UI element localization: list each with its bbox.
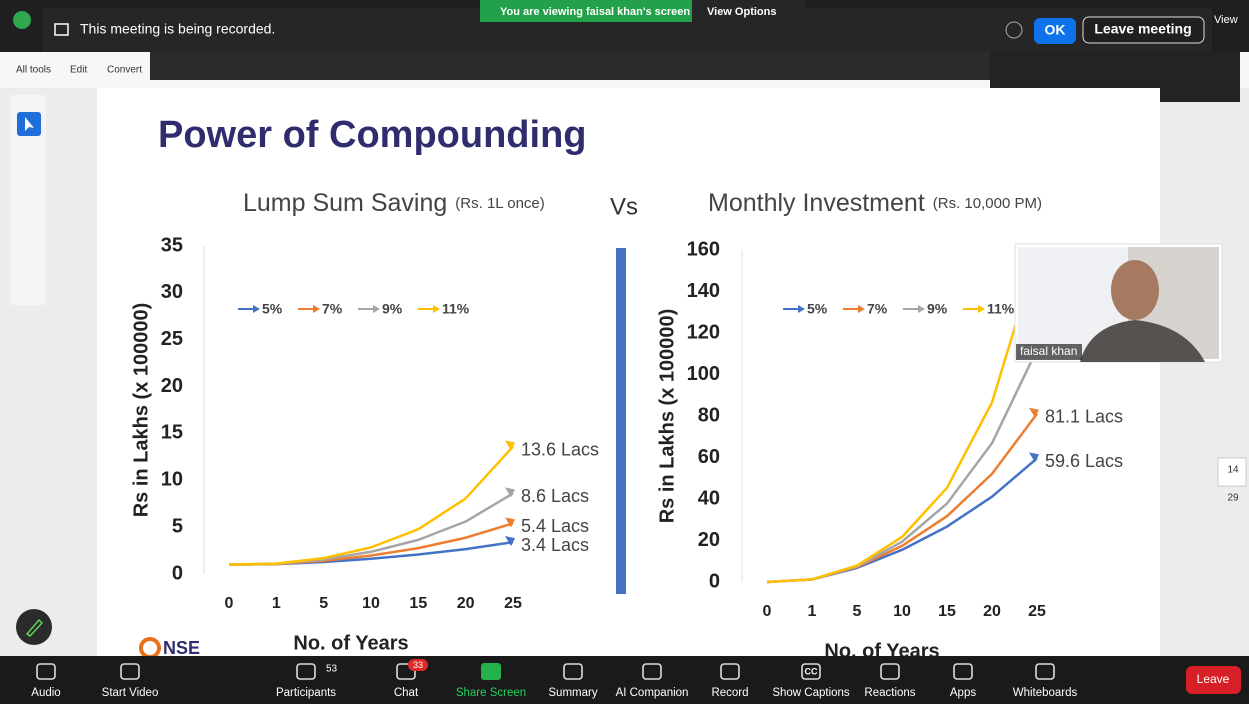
- x-tick-label: 0: [763, 603, 772, 620]
- captions-icon-text: CC: [805, 666, 818, 676]
- x-tick-label: 5: [853, 603, 862, 620]
- legend-label: 5%: [262, 301, 283, 317]
- y-tick-label: 30: [161, 281, 183, 303]
- annotate-button[interactable]: [16, 609, 52, 645]
- chart-title-main: Monthly Investment: [708, 189, 925, 217]
- y-tick-label: 140: [687, 280, 720, 302]
- y-tick-label: 80: [698, 404, 720, 426]
- slide-title: Power of Compounding: [158, 114, 587, 156]
- toolbar-label: Chat: [394, 687, 419, 699]
- value-label: 13.6 Lacs: [521, 439, 599, 459]
- toolbar-label: Record: [711, 687, 748, 699]
- x-tick-label: 25: [504, 595, 522, 612]
- toolbar-label: Summary: [548, 687, 597, 699]
- share-icon: [481, 663, 501, 680]
- y-tick-label: 10: [161, 469, 183, 491]
- toolbar-label: Start Video: [102, 687, 159, 699]
- chart-subtitle: (Rs. 1L once): [455, 195, 544, 212]
- y-tick-label: 120: [687, 321, 720, 343]
- pdf-menu-item[interactable]: All tools: [16, 65, 51, 76]
- leave-label: Leave: [1197, 672, 1230, 686]
- x-tick-label: 15: [938, 603, 956, 620]
- x-tick-label: 0: [225, 595, 234, 612]
- y-tick-label: 25: [161, 328, 183, 350]
- x-tick-label: 10: [362, 595, 380, 612]
- x-tick-label: 15: [409, 595, 427, 612]
- x-axis-label: No. of Years: [293, 632, 408, 654]
- y-axis-label: Rs in Lakhs (x 100000): [656, 309, 678, 524]
- chat-badge: 33: [413, 660, 423, 670]
- vs-text: Vs: [610, 193, 638, 220]
- x-tick-label: 1: [808, 603, 817, 620]
- toolbar-label: Audio: [31, 687, 60, 699]
- ok-label: OK: [1045, 22, 1066, 38]
- y-tick-label: 5: [172, 515, 183, 537]
- x-tick-label: 1: [272, 595, 281, 612]
- y-tick-label: 0: [709, 570, 720, 592]
- legend-label: 7%: [322, 301, 343, 317]
- y-tick-label: 20: [698, 529, 720, 551]
- legend-label: 7%: [867, 301, 888, 317]
- x-tick-label: 20: [983, 603, 1001, 620]
- legend-label: 11%: [442, 301, 470, 317]
- y-tick-label: 100: [687, 363, 720, 385]
- person-head: [1111, 260, 1159, 320]
- y-tick-label: 15: [161, 422, 183, 444]
- y-tick-label: 160: [687, 238, 720, 260]
- x-tick-label: 5: [319, 595, 328, 612]
- value-label: 3.4 Lacs: [521, 535, 589, 555]
- y-tick-label: 0: [172, 562, 183, 584]
- chart-subtitle: (Rs. 10,000 PM): [933, 195, 1042, 212]
- divider: [616, 248, 626, 594]
- value-label: 59.6 Lacs: [1045, 451, 1123, 471]
- toolbar-label: Share Screen: [456, 687, 526, 699]
- toolbar-label: AI Companion: [616, 687, 689, 699]
- toolbar-label: Show Captions: [772, 687, 850, 699]
- legend-label: 5%: [807, 301, 828, 317]
- y-tick-label: 35: [161, 234, 183, 256]
- recording-text: This meeting is being recorded.: [80, 21, 275, 37]
- legend-label: 11%: [987, 301, 1015, 317]
- value-label: 81.1 Lacs: [1045, 406, 1123, 426]
- y-tick-label: 60: [698, 446, 720, 468]
- legend-label: 9%: [382, 301, 403, 317]
- leave-meeting-label: Leave meeting: [1094, 21, 1191, 37]
- screen: 14 29 Power of Compounding Vs NSE Lump S…: [0, 0, 1249, 704]
- shield-icon: [13, 11, 31, 29]
- chart-title-main: Lump Sum Saving: [243, 189, 447, 217]
- y-tick-label: 40: [698, 487, 720, 509]
- toolbar-label: Whiteboards: [1013, 687, 1078, 699]
- participant-count: 53: [326, 664, 338, 675]
- toolbar-label: Reactions: [864, 687, 915, 699]
- page-total: 29: [1227, 493, 1239, 504]
- x-tick-label: 25: [1028, 603, 1046, 620]
- page: { "meeting": {"screen_share_notice": "Yo…: [0, 0, 1249, 704]
- video-name: faisal khan: [1020, 344, 1077, 358]
- y-axis-label: Rs in Lakhs (x 100000): [130, 303, 152, 518]
- pdf-menu-item[interactable]: Convert: [107, 65, 142, 76]
- share-notice-text: You are viewing faisal khan's screen: [500, 6, 690, 18]
- pdf-menu-item[interactable]: Edit: [70, 65, 87, 76]
- y-tick-label: 20: [161, 375, 183, 397]
- x-tick-label: 20: [457, 595, 475, 612]
- value-label: 5.4 Lacs: [521, 516, 589, 536]
- legend-label: 9%: [927, 301, 948, 317]
- toolbar-label: Apps: [950, 687, 976, 699]
- view-options: View Options: [707, 6, 776, 18]
- x-tick-label: 10: [893, 603, 911, 620]
- view-button[interactable]: View: [1214, 14, 1238, 26]
- value-label: 8.6 Lacs: [521, 486, 589, 506]
- nse-logo: NSE: [163, 638, 200, 658]
- page-current: 14: [1227, 465, 1239, 476]
- toolbar-label: Participants: [276, 687, 336, 699]
